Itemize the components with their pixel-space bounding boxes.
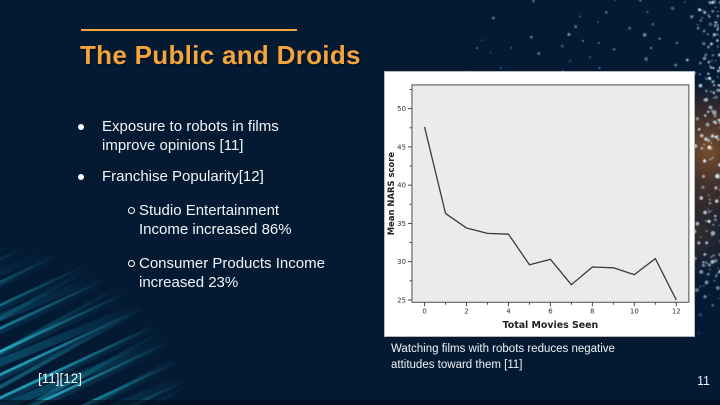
svg-text:45: 45 bbox=[397, 143, 406, 151]
svg-text:Mean NARS score: Mean NARS score bbox=[386, 152, 396, 236]
svg-text:25: 25 bbox=[397, 296, 406, 304]
svg-text:Total Movies Seen: Total Movies Seen bbox=[503, 320, 599, 331]
bullet-text: Exposure to robots in films improve opin… bbox=[102, 118, 279, 154]
nars-line-chart: 0 2 4 6 8 10 12 25 30 35 40 45 50 Total Movies Seen Me… bbox=[384, 71, 695, 337]
bullet-item-franchise: Franchise Popularity[12] bbox=[72, 167, 384, 186]
chart-caption: Watching films with robots reduces negat… bbox=[391, 343, 615, 371]
footer-citation: [11][12] bbox=[38, 371, 83, 386]
hollow-bullet-icon bbox=[128, 207, 135, 214]
title-underline-rule bbox=[81, 29, 297, 31]
slide-title: The Public and Droids bbox=[80, 40, 361, 70]
bullet-text: Studio Entertainment Income increased 86… bbox=[139, 202, 292, 238]
bullet-item-exposure: Exposure to robots in films improve opin… bbox=[72, 117, 384, 155]
bottom-edge-band bbox=[0, 400, 720, 405]
svg-text:12: 12 bbox=[672, 308, 681, 316]
page-number: 11 bbox=[697, 374, 710, 388]
svg-text:40: 40 bbox=[397, 182, 406, 190]
bullet-text: Franchise Popularity[12] bbox=[102, 168, 264, 185]
filled-bullet-icon bbox=[78, 174, 84, 180]
svg-text:0: 0 bbox=[422, 308, 426, 316]
svg-text:35: 35 bbox=[397, 220, 406, 228]
sub-bullet-item-consumer: Consumer Products Income increased 23% bbox=[128, 254, 384, 292]
svg-text:50: 50 bbox=[397, 105, 406, 113]
filled-bullet-icon bbox=[78, 124, 84, 130]
chart-svg: 0 2 4 6 8 10 12 25 30 35 40 45 50 Total Movies Seen Me… bbox=[386, 84, 690, 331]
svg-text:8: 8 bbox=[590, 308, 594, 316]
svg-text:2: 2 bbox=[464, 308, 468, 316]
hollow-bullet-icon bbox=[128, 260, 135, 267]
svg-text:30: 30 bbox=[397, 258, 406, 266]
svg-text:6: 6 bbox=[548, 308, 552, 316]
sub-bullet-item-studio: Studio Entertainment Income increased 86… bbox=[128, 201, 384, 239]
svg-text:10: 10 bbox=[630, 308, 639, 316]
svg-text:4: 4 bbox=[506, 308, 511, 316]
bullet-text: Consumer Products Income increased 23% bbox=[139, 255, 325, 291]
bullet-list: Exposure to robots in films improve opin… bbox=[72, 117, 384, 292]
